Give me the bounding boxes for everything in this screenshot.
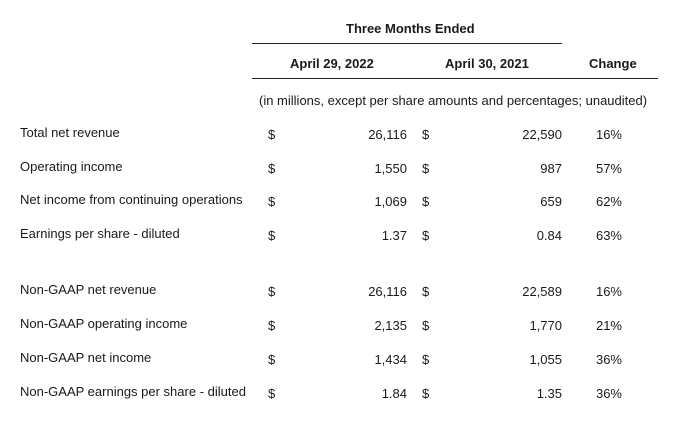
row-label: Non-GAAP net income <box>20 350 152 365</box>
row-label: Total net revenue <box>20 125 120 140</box>
currency-symbol: $ <box>422 386 430 401</box>
currency-symbol: $ <box>268 161 276 176</box>
change-value: 36% <box>595 352 622 367</box>
row-label: Non-GAAP earnings per share - diluted <box>20 384 246 399</box>
currency-symbol: $ <box>268 318 276 333</box>
change-value: 62% <box>595 194 622 209</box>
currency-symbol: $ <box>268 352 276 367</box>
header-divider <box>252 78 658 79</box>
units-note: (in millions, except per share amounts a… <box>259 93 648 108</box>
value-2021: 22,590 <box>522 127 562 142</box>
period-title: Three Months Ended <box>346 21 475 36</box>
currency-symbol: $ <box>422 318 430 333</box>
value-2021: 987 <box>540 161 562 176</box>
currency-symbol: $ <box>268 127 276 142</box>
value-2022: 26,116 <box>368 284 407 299</box>
row-label: Operating income <box>20 159 123 174</box>
row-label: Earnings per share - diluted <box>20 226 180 241</box>
currency-symbol: $ <box>268 284 276 299</box>
value-2021: 1,770 <box>529 318 562 333</box>
table-row: Total net revenue $ 26,116 $ 22,590 16% <box>0 125 676 145</box>
table-row: Non-GAAP operating income $ 2,135 $ 1,77… <box>0 316 676 336</box>
value-2021: 0.84 <box>536 228 562 243</box>
column-header-2021: April 30, 2021 <box>445 56 529 71</box>
value-2022: 26,116 <box>368 127 407 142</box>
currency-symbol: $ <box>268 228 276 243</box>
currency-symbol: $ <box>422 284 430 299</box>
change-value: 16% <box>595 284 622 299</box>
value-2022: 2,135 <box>374 318 407 333</box>
table-row: Operating income $ 1,550 $ 987 57% <box>0 159 676 179</box>
currency-symbol: $ <box>268 194 276 209</box>
table-row: Non-GAAP net income $ 1,434 $ 1,055 36% <box>0 350 676 370</box>
currency-symbol: $ <box>268 386 276 401</box>
change-value: 63% <box>595 228 622 243</box>
currency-symbol: $ <box>422 161 430 176</box>
row-label: Non-GAAP net revenue <box>20 282 157 297</box>
table-row: Non-GAAP earnings per share - diluted $ … <box>0 384 676 404</box>
table-row: Earnings per share - diluted $ 1.37 $ 0.… <box>0 226 676 246</box>
value-2022: 1.84 <box>381 386 407 401</box>
value-2022: 1,069 <box>374 194 407 209</box>
value-2021: 659 <box>540 194 562 209</box>
value-2021: 1,055 <box>529 352 562 367</box>
change-value: 16% <box>595 127 622 142</box>
value-2022: 1.37 <box>381 228 407 243</box>
change-value: 57% <box>595 161 622 176</box>
column-header-change: Change <box>589 56 637 71</box>
currency-symbol: $ <box>422 352 430 367</box>
currency-symbol: $ <box>422 194 430 209</box>
currency-symbol: $ <box>422 228 430 243</box>
change-value: 21% <box>595 318 622 333</box>
change-value: 36% <box>595 386 622 401</box>
row-label: Non-GAAP operating income <box>20 316 188 331</box>
table-row: Net income from continuing operations $ … <box>0 192 676 212</box>
value-2022: 1,550 <box>374 161 407 176</box>
table-row: Non-GAAP net revenue $ 26,116 $ 22,589 1… <box>0 282 676 302</box>
column-header-2022: April 29, 2022 <box>290 56 374 71</box>
value-2021: 1.35 <box>536 386 562 401</box>
row-label: Net income from continuing operations <box>20 192 243 207</box>
value-2021: 22,589 <box>522 284 562 299</box>
currency-symbol: $ <box>422 127 430 142</box>
value-2022: 1,434 <box>374 352 407 367</box>
period-divider <box>252 43 562 44</box>
